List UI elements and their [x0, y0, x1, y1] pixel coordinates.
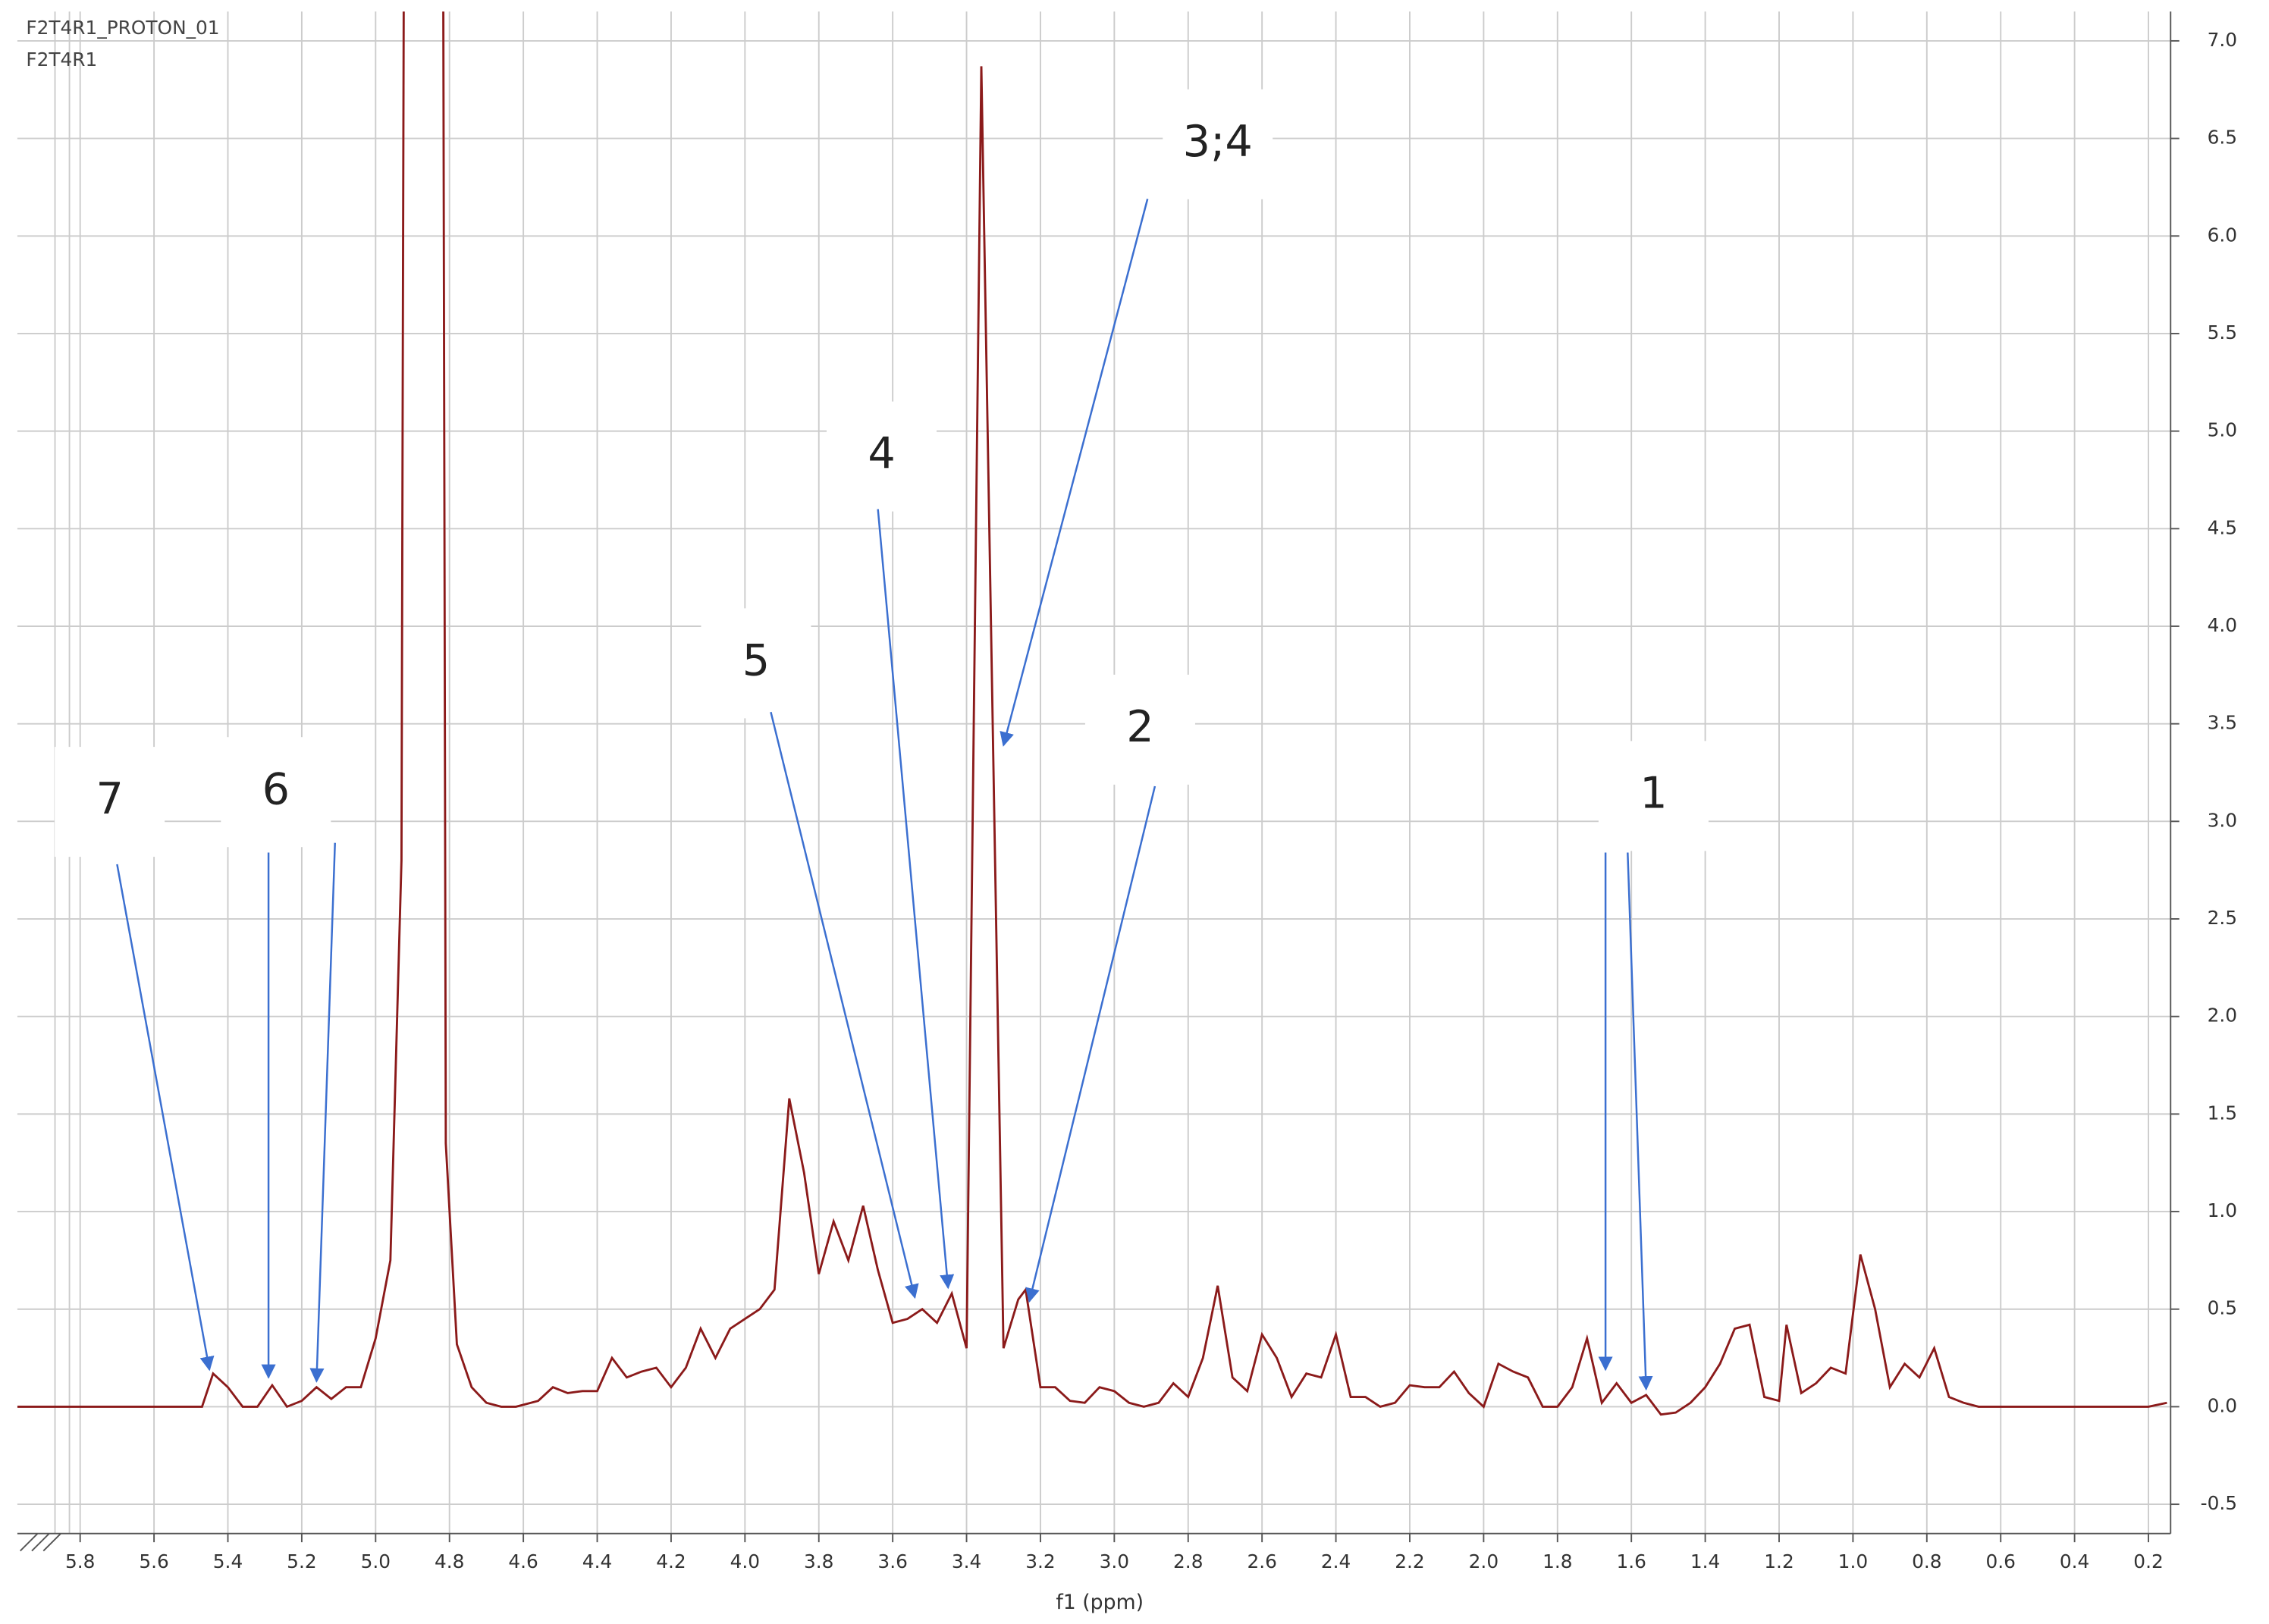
- annotation-box: [1084, 674, 1195, 785]
- annotation-box: [701, 608, 811, 719]
- y-tick-label: 4.5: [2208, 516, 2237, 538]
- x-tick-label: 1.6: [1616, 1550, 1646, 1572]
- x-tick-label: 1.2: [1764, 1550, 1794, 1572]
- x-tick-label: 1.0: [1838, 1550, 1868, 1572]
- x-tick-label: 5.2: [287, 1550, 316, 1572]
- x-tick-label: 3.0: [1100, 1550, 1129, 1572]
- annotation-box: [221, 737, 331, 848]
- annotation-label: 3;4: [1183, 117, 1253, 167]
- x-tick-label: 5.6: [139, 1550, 168, 1572]
- x-tick-label: 4.6: [508, 1550, 538, 1572]
- annotation-label: 2: [1126, 702, 1153, 752]
- x-tick-label: 2.8: [1173, 1550, 1203, 1572]
- annotation-arrow: [1000, 199, 1149, 747]
- x-tick-label: 4.8: [435, 1550, 464, 1572]
- x-tick-label: 3.6: [877, 1550, 907, 1572]
- y-tick-label: 2.5: [2208, 907, 2237, 929]
- annotation-arrow: [1627, 852, 1653, 1391]
- annotation-label: 1: [1640, 769, 1667, 819]
- x-tick-label: 5.0: [361, 1550, 391, 1572]
- y-tick-label: 5.5: [2208, 321, 2237, 343]
- annotations: 7 6 5 4 3;4 2 1: [55, 89, 1709, 1391]
- annotation-arrow: [116, 864, 215, 1372]
- y-tick-label: 1.0: [2208, 1199, 2237, 1221]
- x-tick-label: 4.2: [656, 1550, 686, 1572]
- annotation-label: 5: [742, 636, 770, 686]
- x-tick-label: 1.4: [1690, 1550, 1720, 1572]
- x-tick-label: 0.8: [1912, 1550, 1941, 1572]
- y-tick-label: 0.5: [2208, 1297, 2237, 1319]
- annotation-label: 6: [262, 764, 290, 814]
- y-tick-label: 0.0: [2208, 1394, 2237, 1416]
- x-tick-label: 2.6: [1247, 1550, 1276, 1572]
- x-tick-label: 3.4: [952, 1550, 981, 1572]
- y-tick-label: -0.5: [2201, 1492, 2237, 1514]
- plot-area: [17, 11, 2167, 1416]
- x-tick-label: 4.0: [730, 1550, 760, 1572]
- y-tick-label: 6.5: [2208, 127, 2237, 149]
- x-tick-label: 2.4: [1321, 1550, 1351, 1572]
- annotation-arrow: [877, 509, 955, 1290]
- annotation-arrow: [309, 842, 336, 1383]
- y-tick-label: 3.0: [2208, 809, 2237, 831]
- x-tick-label: 0.4: [2060, 1550, 2089, 1572]
- y-tick-label: 5.0: [2208, 419, 2237, 441]
- x-tick-label: 3.8: [804, 1550, 833, 1572]
- y-tick-label: 1.5: [2208, 1102, 2237, 1124]
- x-axis-label: f1 (ppm): [1056, 1591, 1144, 1614]
- x-tick-label: 2.2: [1395, 1550, 1424, 1572]
- annotation-box: [827, 401, 937, 512]
- annotation-box: [1163, 89, 1273, 199]
- chart-title: F2T4R1_PROTON_01: [26, 17, 219, 39]
- y-tick-label: 2.0: [2208, 1005, 2237, 1027]
- annotation-label: 7: [96, 774, 123, 824]
- chart-subtitle: F2T4R1: [26, 49, 97, 71]
- x-tick-label: 3.2: [1025, 1550, 1055, 1572]
- axis-break: [20, 1533, 61, 1552]
- x-tick-label: 0.6: [1985, 1550, 2015, 1572]
- grid: [17, 11, 2171, 1534]
- y-tick-label: 7.0: [2208, 29, 2237, 51]
- y-tick-label: 3.5: [2208, 712, 2237, 734]
- annotation-arrow: [1025, 785, 1156, 1303]
- annotation-box: [55, 747, 165, 857]
- y-tick-label: 4.0: [2208, 614, 2237, 636]
- annotation-box: [1598, 741, 1709, 851]
- x-tick-label: 5.4: [213, 1550, 243, 1572]
- annotation-label: 4: [868, 429, 895, 479]
- x-tick-label: 0.2: [2133, 1550, 2163, 1572]
- x-tick-label: 1.8: [1542, 1550, 1572, 1572]
- y-tick-label: 6.0: [2208, 224, 2237, 246]
- x-tick-label: 5.8: [65, 1550, 95, 1572]
- spectrum-line: [17, 11, 2167, 1416]
- annotation-arrow: [770, 711, 919, 1300]
- x-tick-label: 4.4: [582, 1550, 612, 1572]
- x-tick-label: 2.0: [1469, 1550, 1499, 1572]
